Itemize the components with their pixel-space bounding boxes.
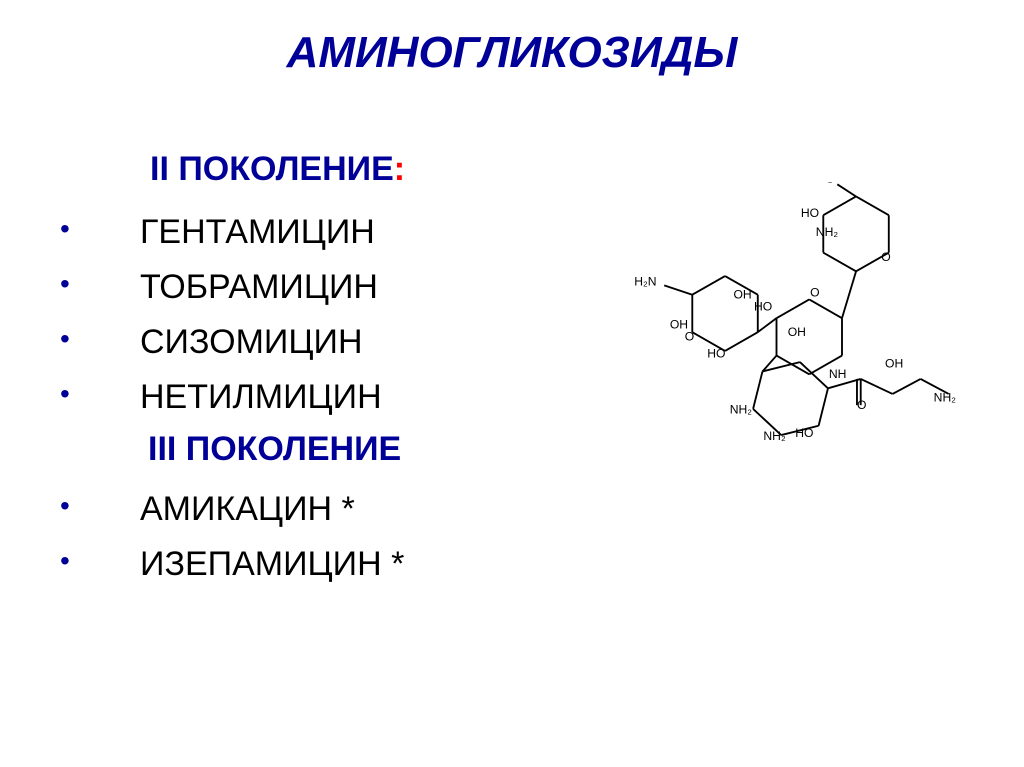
- svg-text:O: O: [857, 398, 866, 412]
- list-item-label: АМИКАЦИН *: [140, 490, 355, 529]
- subtitle-gen2-text: II ПОКОЛЕНИЕ: [150, 150, 394, 188]
- svg-text:OH: OH: [788, 325, 806, 339]
- subtitle-gen2: II ПОКОЛЕНИЕ:: [150, 150, 405, 189]
- bullet-icon: •: [60, 323, 140, 355]
- list-item: •ГЕНТАМИЦИН: [60, 213, 375, 252]
- list-item: •СИЗОМИЦИН: [60, 323, 363, 362]
- svg-text:O: O: [810, 286, 819, 300]
- list-item: •ТОБРАМИЦИН: [60, 268, 378, 307]
- slide-title: АМИНОГЛИКОЗИДЫ: [0, 28, 1024, 78]
- svg-text:O: O: [881, 250, 890, 264]
- bullet-icon: •: [60, 378, 140, 410]
- slide: АМИНОГЛИКОЗИДЫ II ПОКОЛЕНИЕ: •ГЕНТАМИЦИН…: [0, 0, 1024, 767]
- list-item: •АМИКАЦИН *: [60, 490, 355, 529]
- svg-text:HO: HO: [707, 346, 725, 360]
- bullet-icon: •: [60, 490, 140, 522]
- svg-text:NH: NH: [829, 367, 847, 381]
- svg-text:H₂N: H₂N: [634, 274, 656, 288]
- svg-text:OH: OH: [885, 357, 903, 371]
- svg-text:O: O: [685, 330, 694, 344]
- bullet-icon: •: [60, 213, 140, 245]
- svg-text:HO: HO: [754, 300, 772, 314]
- svg-text:NH₂: NH₂: [816, 225, 839, 239]
- subtitle-gen2-colon: :: [394, 150, 405, 188]
- list-item-label: НЕТИЛМИЦИН: [140, 378, 382, 417]
- svg-text:HO: HO: [795, 426, 813, 440]
- bullet-icon: •: [60, 545, 140, 577]
- chemical-structure: CH₂OHOOONH₂HOH₂NHOOHOHOHHONH₂NH₂HONHOOHN…: [580, 182, 973, 458]
- svg-text:OH: OH: [670, 317, 688, 331]
- list-item-label: ГЕНТАМИЦИН: [140, 213, 375, 252]
- list-item-label: ИЗЕПАМИЦИН *: [140, 545, 404, 584]
- bullet-icon: •: [60, 268, 140, 300]
- svg-text:NH₂: NH₂: [730, 403, 753, 417]
- subtitle-gen3-text: III ПОКОЛЕНИЕ: [148, 430, 401, 468]
- subtitle-gen3: III ПОКОЛЕНИЕ: [148, 430, 401, 469]
- svg-text:CH₂OH: CH₂OH: [810, 182, 851, 185]
- svg-text:HO: HO: [801, 206, 819, 220]
- svg-text:NH₂: NH₂: [763, 429, 786, 443]
- list-item-label: ТОБРАМИЦИН: [140, 268, 378, 307]
- list-item: •НЕТИЛМИЦИН: [60, 378, 382, 417]
- svg-text:OH: OH: [733, 287, 751, 301]
- list-item: •ИЗЕПАМИЦИН *: [60, 545, 404, 584]
- list-item-label: СИЗОМИЦИН: [140, 323, 363, 362]
- svg-text:NH₂: NH₂: [934, 390, 957, 404]
